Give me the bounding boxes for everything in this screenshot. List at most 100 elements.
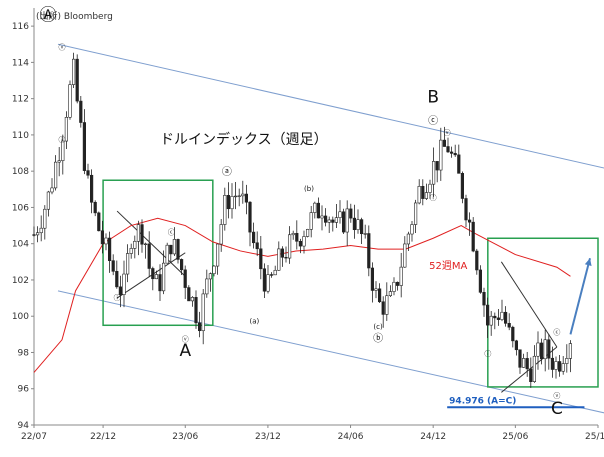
candle-body (216, 243, 220, 267)
candle-body (273, 269, 277, 276)
candle-body (72, 58, 76, 85)
candle-body (277, 248, 281, 271)
candle-body (75, 58, 79, 102)
candle-body (100, 230, 104, 245)
candle-body (489, 315, 493, 326)
wave-label: A (179, 341, 191, 361)
candle-body (532, 355, 536, 382)
candle-body (421, 186, 425, 199)
candle-body (158, 274, 162, 292)
candle-body (413, 202, 418, 225)
candle-body (201, 293, 205, 332)
channel-line-lower (57, 290, 604, 414)
candle-body (169, 244, 173, 255)
x-tick-label: 24/12 (420, 432, 446, 442)
candle-body (266, 274, 270, 292)
candle-body (194, 297, 198, 324)
wave-label: ⓐ (222, 166, 232, 178)
candle-body (453, 153, 457, 156)
candle-body (496, 317, 501, 320)
candle-body (241, 193, 245, 197)
candle-body (183, 269, 187, 288)
candle-body (435, 161, 439, 171)
ma-label: 52週MA (429, 260, 467, 272)
x-tick-label: 23/12 (255, 432, 281, 442)
candle-body (57, 160, 61, 163)
target-label: 94.976 (A=C) (449, 396, 516, 406)
wave-label: ⓒ (428, 115, 438, 127)
candle-body (248, 201, 252, 233)
candle-body (133, 240, 137, 249)
candle-body (259, 248, 263, 270)
wave-label: Ⓐ (39, 6, 56, 26)
candle-body (431, 161, 436, 185)
candle-body (252, 231, 256, 244)
y-tick-label: 94 (18, 421, 30, 431)
candle-body (550, 357, 554, 370)
candle-body (287, 234, 292, 259)
y-tick-label: 110 (12, 131, 29, 141)
x-tick-label: 22/12 (90, 432, 116, 442)
candle-body (568, 343, 572, 359)
candle-body (482, 292, 486, 306)
candle-body (39, 227, 43, 234)
candle-body (205, 278, 209, 295)
candle-body (367, 233, 371, 269)
wave-label: ⓑ (373, 333, 383, 345)
candle-body (565, 358, 569, 364)
wave-label: ⓘ (484, 350, 491, 358)
y-tick-label: 114 (12, 58, 29, 68)
candle-body (111, 260, 115, 272)
candle-body (90, 174, 94, 203)
candle-body (64, 117, 68, 142)
candle-body (442, 139, 447, 147)
wave-label: C (551, 399, 563, 419)
wave-label: ⓘ (58, 136, 65, 144)
wave-label: ⓒ (553, 328, 560, 336)
candle-body (280, 248, 285, 258)
y-tick-label: 102 (12, 276, 29, 286)
candle-body (349, 208, 353, 219)
arrow-head (584, 258, 592, 267)
y-tick-label: 106 (12, 203, 29, 213)
candle-body (521, 358, 526, 368)
candle-body (352, 217, 357, 231)
candle-body (446, 146, 450, 153)
chart-title: ドルインデックス（週足） (160, 131, 328, 148)
candle-body (269, 274, 274, 276)
pattern-box-1 (102, 179, 214, 327)
candle-body (359, 219, 364, 235)
candle-body (500, 311, 504, 320)
candle-body (162, 262, 166, 292)
candle-body (219, 224, 223, 245)
candle-body (511, 326, 515, 342)
channel-line-upper (57, 43, 604, 169)
candle-body (118, 286, 122, 295)
candle-body (399, 266, 403, 286)
x-tick-label: 22/07 (21, 432, 47, 442)
candle-body (176, 239, 180, 260)
candle-body (230, 196, 234, 210)
y-tick-label: 96 (18, 385, 30, 395)
candle-body (61, 140, 65, 161)
candle-body (557, 361, 562, 372)
candle-body (104, 237, 108, 245)
candle-body (478, 269, 483, 293)
candle-body (86, 170, 90, 176)
y-tick-label: 100 (12, 312, 29, 322)
candle-body (298, 240, 303, 247)
candle-body (305, 229, 310, 237)
candle-body (424, 192, 429, 199)
candle-body (309, 212, 313, 230)
wave-label: ⓥ (58, 44, 65, 52)
candle-body (46, 191, 50, 210)
candle-body (255, 242, 259, 250)
candle-body (53, 161, 58, 189)
candle-body (147, 243, 151, 269)
candle-body (475, 250, 479, 271)
candle-body (406, 233, 411, 245)
candle-body (331, 219, 335, 223)
candle-body (244, 193, 249, 203)
candle-body (518, 349, 522, 368)
candle-body (327, 219, 331, 223)
